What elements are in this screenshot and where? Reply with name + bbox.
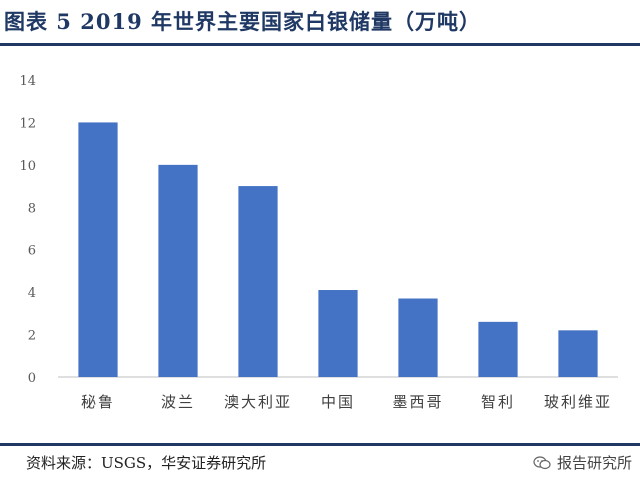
chart-title: 图表 5 2019 年世界主要国家白银储量（万吨） bbox=[4, 9, 481, 34]
x-tick-label: 墨西哥 bbox=[392, 393, 443, 411]
bar bbox=[478, 321, 518, 377]
bar bbox=[78, 122, 118, 377]
y-tick-label: 12 bbox=[19, 116, 36, 131]
y-tick-label: 2 bbox=[28, 329, 36, 344]
title-divider bbox=[0, 43, 640, 46]
y-tick-label: 6 bbox=[28, 244, 36, 259]
bar bbox=[238, 186, 278, 377]
y-tick-label: 0 bbox=[28, 371, 36, 386]
x-tick-label: 智利 bbox=[481, 393, 515, 411]
bar bbox=[558, 330, 598, 377]
source-note: 资料来源：USGS，华安证券研究所 bbox=[26, 454, 267, 472]
bar-chart: 0 2 4 6 8 10 12 14 秘鲁 波兰 澳大利亚 中国 墨西哥 智利 玻利维亚 bbox=[19, 74, 618, 411]
x-tick-label: 秘鲁 bbox=[81, 393, 115, 411]
x-tick-label: 玻利维亚 bbox=[544, 393, 612, 411]
x-axis: 秘鲁 波兰 澳大利亚 中国 墨西哥 智利 玻利维亚 bbox=[81, 393, 612, 411]
bars bbox=[78, 122, 598, 377]
x-tick-label: 波兰 bbox=[161, 393, 195, 411]
bar bbox=[398, 298, 438, 377]
watermark-text: 报告研究所 bbox=[556, 454, 632, 472]
watermark: 报告研究所 bbox=[533, 452, 632, 473]
bar bbox=[158, 164, 198, 377]
y-tick-label: 8 bbox=[28, 201, 36, 216]
y-tick-label: 14 bbox=[19, 74, 36, 89]
x-tick-label: 澳大利亚 bbox=[224, 393, 292, 411]
x-tick-label: 中国 bbox=[321, 393, 355, 411]
y-axis: 0 2 4 6 8 10 12 14 bbox=[19, 74, 36, 386]
y-tick-label: 4 bbox=[28, 286, 36, 301]
footer-divider bbox=[0, 443, 640, 446]
wechat-icon bbox=[533, 455, 551, 469]
y-tick-label: 10 bbox=[19, 159, 36, 174]
bar bbox=[318, 290, 358, 377]
